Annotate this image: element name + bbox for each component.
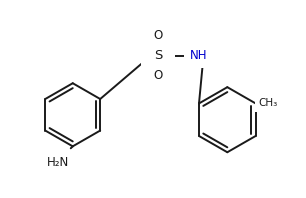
Text: O: O: [153, 69, 162, 82]
Text: CH₃: CH₃: [259, 98, 278, 109]
Text: H₂N: H₂N: [47, 156, 69, 169]
Text: NH: NH: [190, 49, 207, 62]
Text: O: O: [153, 29, 162, 42]
Text: S: S: [154, 49, 162, 62]
